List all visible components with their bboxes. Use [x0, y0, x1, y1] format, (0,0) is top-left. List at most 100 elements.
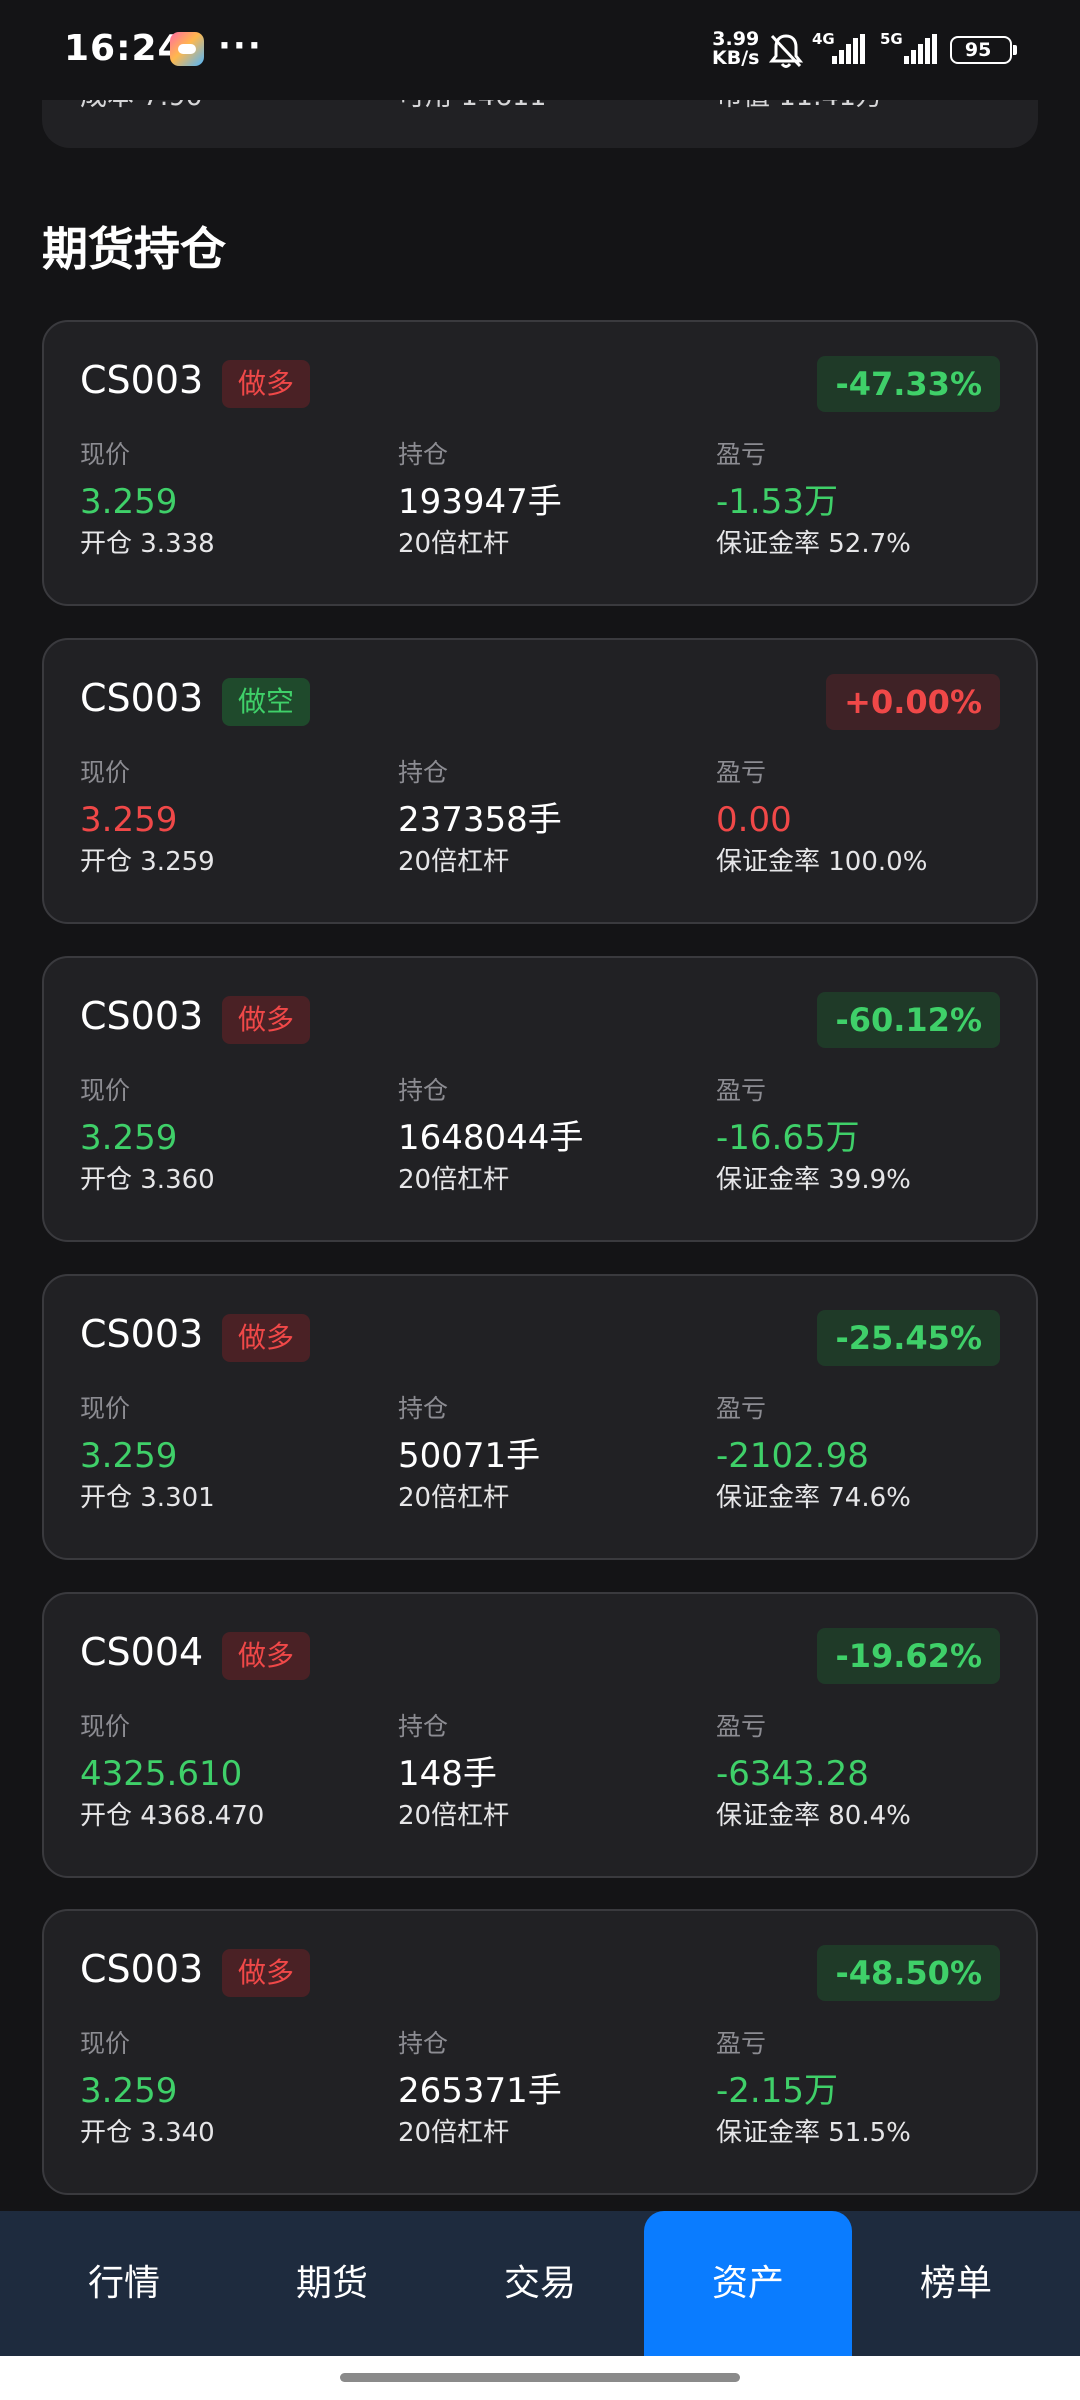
home-indicator[interactable] [340, 2373, 740, 2382]
network-type-4g: 4G [812, 30, 835, 48]
position-symbol: CS003 [80, 1312, 204, 1356]
price-label: 现价 [80, 1076, 131, 1105]
bottom-nav: 行情 期货 交易 资产 榜单 [0, 2211, 1080, 2356]
position-column: 持仓 50071手 20倍杠杆 [398, 1394, 540, 1514]
position-symbol: CS003 [80, 994, 204, 1038]
position-label: 持仓 [398, 1394, 449, 1423]
position-card[interactable]: CS003 做多 -48.50% 现价 3.259 开仓 3.340 持仓 265371手 20… [42, 1909, 1038, 2195]
position-card[interactable]: CS003 做多 -60.12% 现价 3.259 开仓 3.360 持仓 1648044手 2… [42, 956, 1038, 1242]
open-price: 开仓 3.340 [80, 2118, 215, 2148]
battery-level: 95 [964, 39, 992, 61]
nav-tab-leaderboard[interactable]: 榜单 [919, 2263, 992, 2304]
leverage: 20倍杠杆 [398, 2118, 510, 2148]
price-column: 现价 3.259 开仓 3.338 [80, 440, 215, 560]
signal-bars-icon [904, 34, 938, 64]
current-price: 3.259 [80, 800, 178, 840]
nav-tab-assets[interactable]: 资产 [644, 2211, 852, 2356]
margin-rate: 保证金率 100.0% [716, 847, 928, 877]
position-symbol: CS004 [80, 1630, 204, 1674]
price-label: 现价 [80, 1394, 131, 1423]
price-column: 现价 3.259 开仓 3.340 [80, 2029, 215, 2149]
price-column: 现价 3.259 开仓 3.360 [80, 1076, 215, 1196]
price-label: 现价 [80, 758, 131, 787]
nav-tab-market[interactable]: 行情 [87, 2263, 160, 2304]
position-return-badge: -48.50% [817, 1945, 1000, 2001]
leverage: 20倍杠杆 [398, 529, 510, 559]
pnl-label: 盈亏 [716, 2029, 767, 2058]
margin-rate: 保证金率 80.4% [716, 1801, 911, 1831]
more-dots-icon: ··· [218, 26, 263, 66]
position-column: 持仓 193947手 20倍杠杆 [398, 440, 562, 560]
position-return-badge: -25.45% [817, 1310, 1000, 1366]
position-label: 持仓 [398, 1712, 449, 1741]
open-price: 开仓 3.301 [80, 1483, 215, 1513]
position-return-badge: -60.12% [817, 992, 1000, 1048]
position-side-badge: 做多 [222, 1632, 311, 1680]
position-card[interactable]: CS003 做多 -25.45% 现价 3.259 开仓 3.301 持仓 50071手 20倍… [42, 1274, 1038, 1560]
position-side-badge: 做空 [222, 678, 311, 726]
position-symbol: CS003 [80, 358, 204, 402]
current-price: 3.259 [80, 1436, 178, 1476]
price-label: 现价 [80, 2029, 131, 2058]
price-column: 现价 3.259 开仓 3.259 [80, 758, 215, 878]
position-return-badge: +0.00% [826, 674, 1000, 730]
signal-bars-icon [832, 34, 866, 64]
position-quantity: 265371手 [398, 2071, 562, 2111]
pnl-value: 0.00 [716, 800, 792, 840]
position-side-badge: 做多 [222, 996, 311, 1044]
position-quantity: 50071手 [398, 1436, 541, 1476]
pnl-column: 盈亏 0.00 保证金率 100.0% [716, 758, 927, 878]
current-price: 4325.610 [80, 1754, 243, 1794]
position-card[interactable]: CS003 做多 -47.33% 现价 3.259 开仓 3.338 持仓 193947手 20… [42, 320, 1038, 606]
status-bar: 16:24 ··· 3.99 KB/s 4G 5G 95 [0, 0, 1080, 100]
position-quantity: 1648044手 [398, 1118, 584, 1158]
position-quantity: 148手 [398, 1754, 497, 1794]
pnl-value: -6343.28 [716, 1754, 869, 1794]
price-column: 现价 4325.610 开仓 4368.470 [80, 1712, 264, 1832]
status-time: 16:24 [64, 28, 184, 69]
network-speed-value: 3.99 [712, 28, 760, 50]
position-column: 持仓 237358手 20倍杠杆 [398, 758, 562, 878]
pnl-value: -2102.98 [716, 1436, 869, 1476]
price-column: 现价 3.259 开仓 3.301 [80, 1394, 215, 1514]
leverage: 20倍杠杆 [398, 1165, 510, 1195]
leverage: 20倍杠杆 [398, 847, 510, 877]
margin-rate: 保证金率 51.5% [716, 2118, 911, 2148]
position-column: 持仓 265371手 20倍杠杆 [398, 2029, 562, 2149]
pnl-column: 盈亏 -1.53万 保证金率 52.7% [716, 440, 911, 560]
open-price: 开仓 4368.470 [80, 1801, 265, 1831]
game-app-icon [170, 32, 204, 66]
position-card[interactable]: CS004 做多 -19.62% 现价 4325.610 开仓 4368.470 持仓 148… [42, 1592, 1038, 1878]
nav-tab-futures[interactable]: 期货 [295, 2263, 368, 2304]
margin-rate: 保证金率 39.9% [716, 1165, 911, 1195]
position-side-badge: 做多 [222, 360, 311, 408]
pnl-value: -1.53万 [716, 482, 838, 522]
open-price: 开仓 3.360 [80, 1165, 215, 1195]
pnl-value: -2.15万 [716, 2071, 838, 2111]
gesture-bar [0, 2356, 1080, 2400]
pnl-column: 盈亏 -16.65万 保证金率 39.9% [716, 1076, 911, 1196]
leverage: 20倍杠杆 [398, 1801, 510, 1831]
position-side-badge: 做多 [222, 1314, 311, 1362]
pnl-column: 盈亏 -2102.98 保证金率 74.6% [716, 1394, 911, 1514]
position-return-badge: -47.33% [817, 356, 1000, 412]
position-return-badge: -19.62% [817, 1628, 1000, 1684]
position-column: 持仓 148手 20倍杠杆 [398, 1712, 509, 1832]
position-symbol: CS003 [80, 1947, 204, 1991]
price-label: 现价 [80, 440, 131, 469]
pnl-label: 盈亏 [716, 1394, 767, 1423]
position-label: 持仓 [398, 758, 449, 787]
open-price: 开仓 3.259 [80, 847, 215, 877]
current-price: 3.259 [80, 482, 178, 522]
position-card[interactable]: CS003 做空 +0.00% 现价 3.259 开仓 3.259 持仓 237358手 20倍… [42, 638, 1038, 924]
nav-tab-trade[interactable]: 交易 [503, 2263, 576, 2304]
network-type-5g: 5G [880, 30, 903, 48]
pnl-label: 盈亏 [716, 1712, 767, 1741]
open-price: 开仓 3.338 [80, 529, 215, 559]
leverage: 20倍杠杆 [398, 1483, 510, 1513]
current-price: 3.259 [80, 1118, 178, 1158]
network-speed: 3.99 KB/s [712, 30, 759, 68]
position-quantity: 193947手 [398, 482, 562, 522]
margin-rate: 保证金率 74.6% [716, 1483, 911, 1513]
